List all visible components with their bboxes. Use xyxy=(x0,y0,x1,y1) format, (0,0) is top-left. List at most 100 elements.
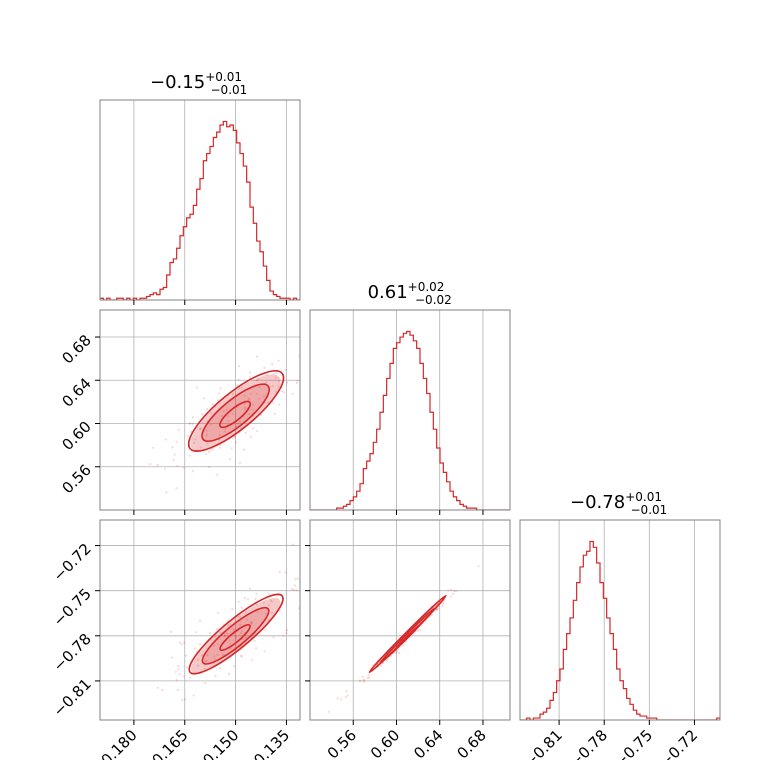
sample-point xyxy=(228,639,231,642)
sample-point xyxy=(206,442,209,445)
sample-point xyxy=(223,632,226,635)
sample-point xyxy=(205,660,208,663)
y-tick-label: −0.78 xyxy=(50,630,95,675)
sample-point xyxy=(236,422,240,425)
sample-point xyxy=(240,655,243,658)
sample-point xyxy=(265,381,268,384)
sample-point xyxy=(226,415,230,418)
y-tick-label: −0.81 xyxy=(50,675,95,720)
sample-point xyxy=(186,434,189,437)
sample-point xyxy=(206,407,209,411)
sample-point xyxy=(243,408,246,411)
sample-point xyxy=(294,578,297,581)
sample-point xyxy=(219,444,222,447)
sample-point xyxy=(198,643,202,646)
x-tick-label: 0.68 xyxy=(453,726,489,760)
sample-point xyxy=(203,667,206,670)
sample-point xyxy=(249,621,252,624)
sample-point xyxy=(223,430,226,433)
sample-point xyxy=(180,643,184,646)
sample-point xyxy=(340,698,343,701)
sample-point xyxy=(250,622,254,626)
sample-point xyxy=(366,676,369,680)
sample-point xyxy=(238,462,242,465)
sample-point xyxy=(303,388,305,390)
sample-point xyxy=(248,587,252,590)
sample-point xyxy=(173,453,176,456)
sample-point xyxy=(282,634,285,637)
histogram-0 xyxy=(100,120,300,300)
sample-point xyxy=(228,458,231,461)
sample-point xyxy=(240,606,243,610)
sample-point xyxy=(231,412,234,416)
sample-point xyxy=(211,447,214,450)
sample-point xyxy=(266,401,269,404)
sample-point xyxy=(234,637,238,640)
sample-point xyxy=(188,422,191,426)
sample-point xyxy=(275,390,278,394)
sample-point xyxy=(227,624,230,627)
sample-point xyxy=(237,615,240,619)
sample-point xyxy=(188,454,191,457)
sample-point xyxy=(232,393,235,396)
sample-point xyxy=(233,665,236,668)
y-tick-label: 0.68 xyxy=(58,331,94,367)
sample-point xyxy=(217,643,220,646)
sample-point xyxy=(199,427,202,430)
sample-point xyxy=(221,653,224,657)
sample-point xyxy=(367,674,370,677)
sample-point xyxy=(416,629,419,632)
sample-point xyxy=(315,582,317,584)
sample-point xyxy=(234,425,238,428)
sample-point xyxy=(246,598,249,601)
sample-point xyxy=(232,639,235,642)
panel-frame-2-2 xyxy=(519,519,721,721)
sample-point xyxy=(185,666,188,669)
sample-point xyxy=(295,381,298,385)
sample-point xyxy=(284,571,287,574)
x-tick-label: −0.165 xyxy=(140,726,192,760)
sample-point xyxy=(301,596,303,598)
sample-point xyxy=(195,631,198,634)
sample-point xyxy=(220,414,223,417)
sample-point xyxy=(267,618,270,622)
sample-point xyxy=(248,376,252,379)
sample-point xyxy=(346,694,349,697)
sample-point xyxy=(252,403,255,406)
sample-point xyxy=(152,446,155,449)
sample-point xyxy=(161,688,164,692)
panel-content-1-1 xyxy=(310,330,510,510)
panel-frame-1-1 xyxy=(309,309,511,511)
sample-point xyxy=(193,647,196,650)
sample-point xyxy=(293,584,297,587)
sample-point xyxy=(192,469,195,472)
panel-0-0: −0.15+0.01−0.01 xyxy=(99,70,301,305)
sample-point xyxy=(238,387,241,390)
panel-frame-0-0 xyxy=(99,99,301,301)
sample-point xyxy=(176,464,179,467)
title-0: −0.15+0.01 xyxy=(150,70,242,93)
sample-point xyxy=(307,383,309,385)
sample-point xyxy=(243,448,246,451)
sample-point xyxy=(283,391,286,394)
contour-level-2 xyxy=(368,594,447,674)
density-fill xyxy=(202,384,269,441)
sample-point xyxy=(295,589,298,592)
sample-point xyxy=(268,604,271,607)
sample-point xyxy=(362,678,365,682)
sample-point xyxy=(175,678,178,682)
sample-point xyxy=(263,366,266,369)
sample-point xyxy=(430,613,433,617)
panel-content-1-0 xyxy=(149,354,309,494)
sample-point xyxy=(257,377,260,381)
sample-point xyxy=(386,659,389,663)
sample-point xyxy=(219,631,222,635)
sample-point xyxy=(135,721,137,723)
sample-point xyxy=(455,590,458,593)
sample-point xyxy=(267,592,270,595)
sample-point xyxy=(273,412,276,415)
panel-1-0: 0.56 0.60 0.64 0.68 xyxy=(58,309,309,515)
sample-point xyxy=(195,386,198,389)
title-sub-2: −0.01 xyxy=(631,503,668,517)
sample-point xyxy=(213,635,217,639)
